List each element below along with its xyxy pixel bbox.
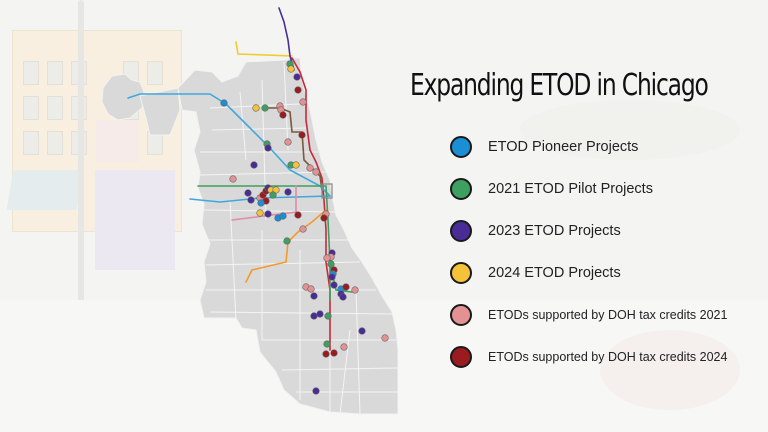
yellow-line: [235, 41, 293, 57]
legend-label: ETOD Pioneer Projects: [488, 139, 639, 155]
legend-item-2024: 2024 ETOD Projects: [450, 252, 727, 294]
legend-swatch-icon: [450, 346, 472, 368]
blue-line-forest-park: [189, 195, 331, 203]
legend-item-pioneer: ETOD Pioneer Projects: [450, 126, 727, 168]
legend-swatch-icon: [450, 304, 472, 326]
legend-swatch-icon: [450, 178, 472, 200]
map-legend: ETOD Pioneer Projects 2021 ETOD Pilot Pr…: [450, 126, 727, 378]
slide-title: Expanding ETOD in Chicago: [410, 68, 709, 104]
red-line: [291, 57, 331, 351]
legend-swatch-icon: [450, 136, 472, 158]
loop: [321, 183, 333, 199]
project-markers: [220, 60, 389, 395]
legend-label: ETODs supported by DOH tax credits 2021: [488, 308, 728, 322]
legend-label: 2021 ETOD Pilot Projects: [488, 181, 653, 197]
pink-line: [231, 185, 297, 221]
legend-item-2021-pilot: 2021 ETOD Pilot Projects: [450, 168, 727, 210]
city-boundary: [101, 57, 399, 415]
background-mural: [95, 170, 175, 270]
legend-swatch-icon: [450, 220, 472, 242]
blue-line-ohare: [127, 93, 331, 197]
background-pole: [78, 0, 84, 380]
chicago-etod-map: [101, 7, 399, 415]
legend-swatch-icon: [450, 262, 472, 284]
background-sign: [96, 120, 138, 162]
legend-label: ETODs supported by DOH tax credits 2024: [488, 350, 728, 364]
legend-item-doh-2024: ETODs supported by DOH tax credits 2024: [450, 336, 727, 378]
legend-label: 2023 ETOD Projects: [488, 223, 621, 239]
legend-item-doh-2021: ETODs supported by DOH tax credits 2021: [450, 294, 727, 336]
legend-item-2023: 2023 ETOD Projects: [450, 210, 727, 252]
legend-label: 2024 ETOD Projects: [488, 265, 621, 281]
